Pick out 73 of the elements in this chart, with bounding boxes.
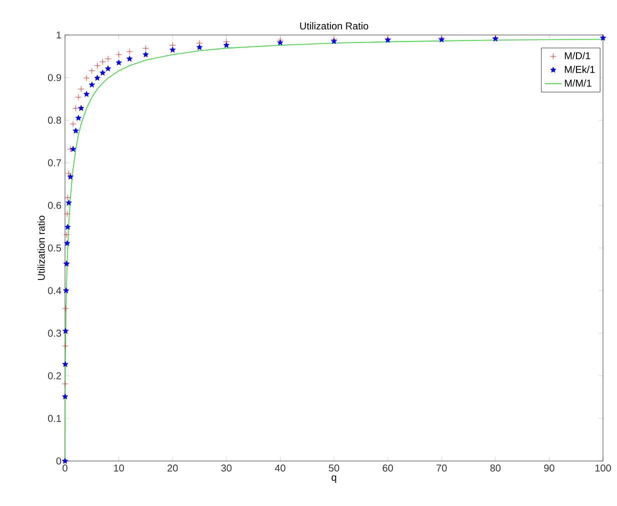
legend-label: M/M/1 bbox=[564, 79, 592, 87]
point bbox=[142, 45, 149, 52]
point bbox=[72, 128, 79, 134]
point bbox=[83, 74, 90, 82]
x-tick-label: 90 bbox=[544, 464, 554, 472]
y-tick-label: 0.8 bbox=[48, 116, 62, 124]
point bbox=[62, 361, 68, 367]
point bbox=[62, 342, 68, 350]
point bbox=[63, 232, 70, 238]
y-tick-label: 0.1 bbox=[48, 414, 61, 422]
point bbox=[78, 105, 84, 111]
y-tick-label: 0.7 bbox=[48, 159, 61, 166]
point bbox=[62, 328, 69, 334]
x-tick-label: 100 bbox=[595, 464, 611, 472]
point bbox=[62, 380, 68, 388]
x-tick-label: 30 bbox=[221, 464, 232, 472]
point bbox=[105, 65, 112, 72]
point bbox=[169, 42, 176, 48]
point bbox=[83, 91, 90, 97]
chart-title: Utilization Ratio bbox=[300, 22, 368, 30]
point bbox=[63, 287, 70, 294]
y-tick-label: 0 bbox=[56, 457, 62, 465]
x-tick-label: 80 bbox=[490, 464, 501, 472]
point bbox=[70, 120, 76, 128]
point bbox=[196, 44, 203, 50]
x-tick-label: 20 bbox=[168, 464, 178, 472]
point bbox=[64, 240, 70, 246]
point bbox=[64, 194, 71, 201]
x-axis-title: q bbox=[332, 475, 336, 483]
point bbox=[62, 393, 68, 400]
point bbox=[64, 224, 71, 230]
x-tick-label: 60 bbox=[382, 464, 393, 472]
y-tick-label: 0.5 bbox=[48, 244, 62, 252]
point bbox=[126, 48, 133, 55]
point bbox=[75, 114, 82, 121]
point bbox=[64, 210, 70, 218]
point bbox=[78, 86, 84, 92]
point bbox=[94, 74, 100, 81]
point bbox=[88, 82, 95, 88]
y-tick-label: 0.6 bbox=[48, 202, 62, 209]
point bbox=[170, 46, 176, 53]
point bbox=[277, 39, 284, 46]
point bbox=[142, 51, 149, 58]
point bbox=[66, 170, 72, 177]
x-tick-label: 10 bbox=[114, 464, 124, 472]
point bbox=[126, 56, 133, 62]
point bbox=[70, 146, 76, 152]
point bbox=[62, 305, 69, 312]
x-tick-label: 40 bbox=[274, 464, 286, 472]
point bbox=[116, 59, 122, 66]
y-axis-title: Utilization ratio bbox=[37, 216, 45, 280]
x-tick-label: 50 bbox=[328, 464, 340, 472]
y-tick-label: 0.9 bbox=[48, 74, 62, 82]
point bbox=[94, 62, 100, 69]
point bbox=[116, 51, 122, 58]
x-tick-label: 70 bbox=[436, 464, 447, 472]
point bbox=[100, 70, 106, 76]
x-tick-label: 0 bbox=[62, 464, 68, 472]
point bbox=[88, 68, 96, 74]
point bbox=[223, 42, 230, 48]
point bbox=[104, 56, 112, 62]
point bbox=[99, 58, 106, 66]
y-tick-label: 0.2 bbox=[48, 372, 61, 380]
point bbox=[75, 94, 82, 100]
point bbox=[196, 40, 203, 46]
point bbox=[72, 105, 79, 112]
legend-label: M/Ek/1 bbox=[564, 66, 595, 73]
point bbox=[66, 200, 72, 206]
y-tick-label: 0.3 bbox=[48, 330, 62, 337]
legend-label: M/D/1 bbox=[564, 52, 590, 60]
point bbox=[67, 174, 74, 180]
y-tick-label: 0.4 bbox=[48, 287, 62, 294]
y-tick-label: 1 bbox=[56, 32, 61, 38]
